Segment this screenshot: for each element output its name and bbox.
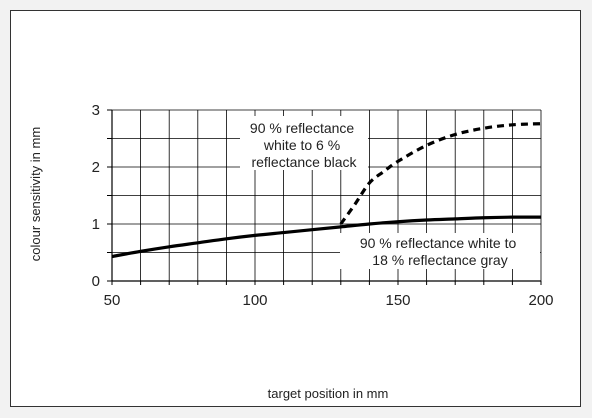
annotation-black-line-1: 90 % reflectance — [250, 120, 354, 136]
y-tick-labels: 0 1 2 3 — [92, 102, 100, 290]
series-line-dashed — [339, 122, 542, 225]
x-tick-label-50: 50 — [104, 292, 121, 309]
annotation-black-background — [240, 116, 368, 170]
y-tick-label-1: 1 — [92, 216, 100, 233]
axes — [107, 109, 542, 285]
series-layer — [111, 122, 542, 259]
annotation-gray-background — [340, 233, 540, 269]
annotation-black-line-3: reflectance black — [251, 154, 357, 170]
y-tick-label-2: 2 — [92, 159, 100, 176]
x-tick-labels: 50 100 150 200 — [104, 292, 554, 309]
y-axis-title: colour sensitivity in mm — [28, 127, 43, 261]
x-tick-label-150: 150 — [385, 292, 410, 309]
chart-frame — [10, 10, 581, 407]
x-axis-title: target position in mm — [268, 386, 389, 401]
series-line-solid — [111, 215, 542, 259]
x-tick-label-100: 100 — [242, 292, 267, 309]
x-tick-label-200: 200 — [528, 292, 553, 309]
y-tick-label-0: 0 — [92, 273, 100, 290]
annotation-black-line-2: white to 6 % — [263, 137, 340, 153]
y-tick-label-3: 3 — [92, 102, 100, 119]
annotation-gray-line-1: 90 % reflectance white to — [360, 235, 517, 251]
annotation-gray-line-2: 18 % reflectance gray — [372, 252, 507, 268]
annotation-black: 90 % reflectance white to 6 % reflectanc… — [250, 120, 358, 170]
annotation-gray: 90 % reflectance white to 18 % reflectan… — [360, 235, 520, 268]
